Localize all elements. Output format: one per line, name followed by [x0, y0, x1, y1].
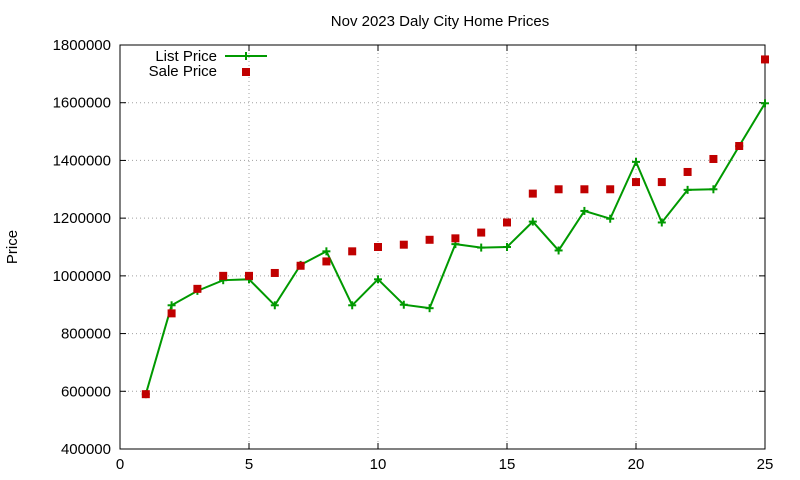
- axis-ticks: 0 5 10 15 20 25 400000 600000 800000 1000000 12000…: [53, 37, 774, 473]
- sale-price-point: [374, 243, 382, 251]
- list-price-point: [528, 217, 537, 226]
- sale-price-point: [477, 228, 486, 237]
- sale-price-point: [606, 185, 615, 194]
- sale-price-point: [322, 257, 331, 266]
- sale-price-point: [245, 271, 253, 280]
- chart-title: Nov 2023 Daly City Home Prices: [331, 13, 549, 30]
- legend: List Price Sale Price: [149, 48, 267, 80]
- y-tick-label: 1400000: [53, 152, 111, 169]
- list-price-point: [270, 301, 279, 310]
- legend-marker-list-price: [242, 52, 250, 60]
- y-tick-label: 1000000: [53, 268, 111, 285]
- sale-price-point: [528, 189, 537, 198]
- list-price-point: [167, 301, 176, 310]
- list-price-point: [322, 247, 331, 256]
- list-price-point: [374, 275, 382, 284]
- sale-price-point: [141, 390, 150, 399]
- sale-price-point: [503, 218, 511, 227]
- legend-marker-sale-price: [242, 68, 250, 76]
- x-tick-label: 5: [245, 456, 253, 473]
- list-price-point: [399, 300, 408, 309]
- sale-price-point: [657, 178, 666, 187]
- sale-price-point: [709, 154, 718, 163]
- list-price-point: [503, 243, 511, 251]
- sale-price-point: [632, 178, 640, 187]
- grid-lines: [120, 45, 765, 449]
- plot-frame: [119, 44, 766, 450]
- x-tick-label: 15: [499, 456, 516, 473]
- sale-price-point: [348, 247, 357, 256]
- list-price-line: [144, 102, 766, 395]
- list-price-point: [580, 206, 589, 215]
- x-tick-label: 10: [370, 456, 387, 473]
- y-tick-label: 1200000: [53, 210, 111, 227]
- y-tick-label: 800000: [61, 326, 111, 343]
- list-price-point: [709, 185, 718, 194]
- sale-price-point: [270, 268, 279, 277]
- list-price-point: [477, 243, 486, 252]
- x-tick-label: 25: [757, 456, 774, 473]
- list-price-point: [761, 99, 769, 108]
- list-price-point: [632, 157, 640, 166]
- sale-price-point: [399, 240, 408, 249]
- sale-price-point: [554, 185, 563, 194]
- sale-price-point: [167, 309, 176, 318]
- y-tick-label: 400000: [61, 441, 111, 458]
- legend-label-list-price: List Price: [155, 48, 217, 65]
- sale-price-point: [580, 185, 589, 194]
- sale-price-point: [425, 235, 434, 244]
- list-price-point: [425, 304, 434, 313]
- legend-label-sale-price: Sale Price: [149, 63, 217, 80]
- y-tick-label: 600000: [61, 383, 111, 400]
- list-price-point: [348, 301, 357, 310]
- sale-price-point: [193, 284, 202, 293]
- sale-price-point: [296, 261, 305, 270]
- list-price-point: [657, 218, 666, 227]
- y-axis-label: Price: [4, 230, 21, 264]
- list-price-point: [554, 246, 563, 255]
- x-tick-label: 0: [116, 456, 124, 473]
- sale-price-point: [219, 271, 228, 280]
- y-tick-label: 1600000: [53, 95, 111, 112]
- list-price-point: [683, 185, 692, 194]
- list-price-point: [606, 214, 615, 223]
- sale-price-point: [451, 234, 460, 243]
- sale-price-point: [735, 142, 744, 150]
- sale-price-point: [683, 167, 692, 176]
- series-layer: [141, 55, 769, 399]
- x-tick-label: 20: [628, 456, 645, 473]
- y-tick-label: 1800000: [53, 37, 111, 54]
- sale-price-point: [761, 55, 769, 64]
